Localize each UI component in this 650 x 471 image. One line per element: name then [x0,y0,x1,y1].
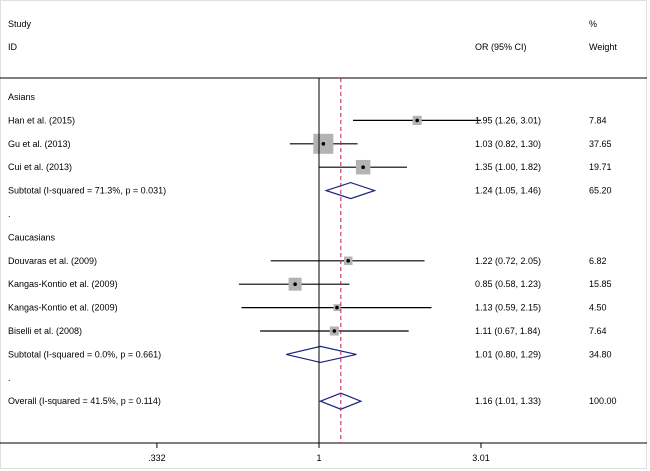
subtotal-label: Subtotal (I-squared = 71.3%, p = 0.031) [8,186,166,196]
weight-text: 100.00 [589,396,617,406]
weight-text: 37.65 [589,139,612,149]
ci-text: 1.03 (0.82, 1.30) [475,139,541,149]
header-weight-label: Weight [589,42,617,52]
pooled-diamond [286,345,357,364]
spacer-dot: . [8,373,11,383]
spacer-dot: . [8,209,11,219]
point-estimate [346,259,351,263]
x-tick-label: 1 [316,453,321,463]
point-estimate [293,282,297,287]
study-label: Gu et al. (2013) [8,139,71,149]
point-estimate [332,329,337,333]
x-tick-label: .332 [148,453,166,463]
group-label: Asians [8,92,36,102]
header-id-label: ID [8,42,18,52]
weight-text: 7.64 [589,326,607,336]
rows-layer: Asians Han et al. (2015) 1.95 (1.26, 3.01)… [8,92,617,410]
pooled-diamond [318,392,363,410]
weight-text: 34.80 [589,349,612,359]
subtotal-label: Subtotal (I-squared = 0.0%, p = 0.661) [8,349,161,359]
ci-text: 1.13 (0.59, 2.15) [475,303,541,313]
header-or-label: OR (95% CI) [475,42,527,52]
ci-text: 1.22 (0.72, 2.05) [475,256,541,266]
study-label: Cui et al. (2013) [8,162,72,172]
header-study-label: Study [8,19,32,29]
ci-text: 1.16 (1.01, 1.33) [475,396,541,406]
weight-text: 19.71 [589,162,612,172]
ci-text: 1.01 (0.80, 1.29) [475,349,541,359]
study-label: Han et al. (2015) [8,115,75,125]
point-estimate [361,165,365,169]
ci-text: 1.35 (1.00, 1.82) [475,162,541,172]
ci-text: 0.85 (0.58, 1.23) [475,279,541,289]
header-pct-label: % [589,19,597,29]
point-estimate [415,118,419,123]
study-label: Kangas-Kontio et al. (2009) [8,279,118,289]
weight-text: 65.20 [589,186,612,196]
axis-layer: .332 1 3.01 [148,78,490,463]
weight-text: 6.82 [589,256,607,266]
weight-text: 7.84 [589,115,607,125]
pooled-diamond [324,181,377,200]
weight-text: 15.85 [589,279,612,289]
study-label: Kangas-Kontio et al. (2009) [8,303,118,313]
point-estimate [321,142,326,146]
weight-text: 4.50 [589,303,607,313]
point-estimate [335,305,339,310]
study-label: Douvaras et al. (2009) [8,256,97,266]
ci-text: 1.95 (1.26, 3.01) [475,115,541,125]
ci-text: 1.24 (1.05, 1.46) [475,186,541,196]
group-label: Caucasians [8,232,56,242]
x-tick-label: 3.01 [472,453,490,463]
ci-text: 1.11 (0.67, 1.84) [475,326,540,336]
study-label: Biselli et al. (2008) [8,326,82,336]
subtotal-label: Overall (I-squared = 41.5%, p = 0.114) [8,396,161,406]
